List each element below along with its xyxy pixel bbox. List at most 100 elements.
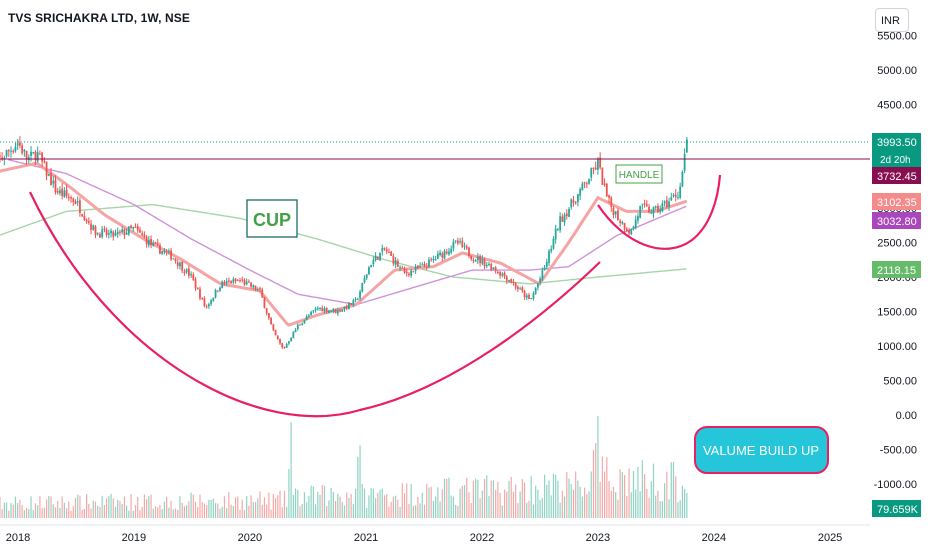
candle-body bbox=[208, 304, 210, 306]
volume-bar bbox=[568, 479, 569, 518]
candle-body bbox=[244, 280, 246, 285]
candle-body bbox=[388, 252, 390, 253]
volume-bar bbox=[166, 497, 167, 518]
candle-body bbox=[659, 210, 661, 212]
candle-body bbox=[426, 267, 428, 268]
volume-bar bbox=[562, 491, 563, 518]
candle-body bbox=[384, 248, 386, 250]
candle-body bbox=[424, 264, 426, 266]
candle-body bbox=[126, 233, 128, 235]
volume-bar bbox=[615, 492, 616, 518]
volume-bar bbox=[428, 488, 429, 518]
candle-body bbox=[259, 288, 261, 289]
volume-bar bbox=[155, 506, 156, 518]
candle-body bbox=[315, 309, 317, 311]
volume-bar bbox=[70, 511, 71, 518]
candle-body bbox=[379, 253, 381, 261]
candle-body bbox=[217, 290, 219, 291]
volume-bar bbox=[455, 505, 456, 518]
volume-note-text: VALUME BUILD UP bbox=[703, 443, 819, 458]
candle-body bbox=[326, 308, 328, 312]
volume-bar bbox=[271, 510, 272, 518]
candle-body bbox=[595, 168, 597, 170]
ma-slow-tag: 2118.15 bbox=[877, 265, 916, 277]
volume-bar bbox=[99, 507, 100, 518]
volume-bar bbox=[144, 495, 145, 518]
volume-bar bbox=[8, 511, 9, 518]
candle-body bbox=[610, 197, 612, 206]
volume-bar bbox=[582, 497, 583, 518]
volume-bar bbox=[248, 506, 249, 518]
candle-body bbox=[455, 240, 457, 241]
candle-body bbox=[337, 310, 339, 314]
candle-body bbox=[686, 139, 688, 152]
volume-bar bbox=[528, 501, 529, 518]
volume-bar bbox=[293, 495, 294, 518]
volume-bar bbox=[324, 486, 325, 518]
candle-body bbox=[368, 267, 370, 274]
candle-body bbox=[15, 147, 17, 151]
volume-bar bbox=[531, 476, 532, 518]
volume-bar bbox=[348, 498, 349, 518]
candle-body bbox=[375, 256, 377, 261]
candle-body bbox=[341, 310, 343, 312]
volume-bar bbox=[24, 510, 25, 518]
candle-body bbox=[468, 248, 470, 256]
candle-body bbox=[6, 150, 8, 156]
volume-bar bbox=[217, 504, 218, 518]
candle-body bbox=[670, 197, 672, 200]
candle-body bbox=[504, 273, 506, 277]
x-tick-label: 2023 bbox=[586, 532, 610, 544]
candle-body bbox=[615, 211, 617, 214]
volume-bar bbox=[377, 493, 378, 518]
candle-body bbox=[517, 287, 519, 289]
volume-bar bbox=[117, 500, 118, 518]
candle-body bbox=[88, 221, 90, 223]
candle-body bbox=[628, 230, 630, 233]
volume-bar bbox=[59, 508, 60, 518]
candle-body bbox=[21, 145, 23, 153]
candle-body bbox=[52, 181, 54, 183]
volume-bar bbox=[57, 501, 58, 518]
candle-body bbox=[141, 233, 143, 235]
candle-body bbox=[673, 195, 675, 196]
candle-body bbox=[586, 183, 588, 184]
volume-bar bbox=[362, 484, 363, 518]
volume-bar bbox=[444, 479, 445, 518]
cup-label-text: CUP bbox=[253, 210, 291, 230]
candle-body bbox=[210, 300, 212, 304]
volume-bar bbox=[586, 494, 587, 518]
candle-body bbox=[139, 230, 141, 233]
volume-bar bbox=[382, 488, 383, 518]
candle-body bbox=[653, 207, 655, 213]
volume-bar bbox=[4, 502, 5, 518]
volume-bar bbox=[44, 508, 45, 518]
currency-selector[interactable]: INR bbox=[875, 8, 909, 32]
handle-label[interactable]: HANDLE bbox=[616, 165, 662, 183]
volume-bar bbox=[26, 508, 27, 518]
candle-body bbox=[557, 229, 559, 230]
volume-note[interactable]: VALUME BUILD UP bbox=[695, 427, 828, 473]
candle-body bbox=[641, 204, 643, 205]
candle-body bbox=[386, 249, 388, 251]
candle-body bbox=[239, 280, 241, 281]
candle-body bbox=[528, 295, 530, 299]
y-tick-label: 500.00 bbox=[883, 376, 917, 388]
candle-body bbox=[192, 275, 194, 280]
volume-bar bbox=[680, 500, 681, 518]
candle-body bbox=[328, 311, 330, 313]
candle-body bbox=[19, 143, 21, 146]
cup-label[interactable]: CUP bbox=[247, 200, 297, 237]
candle-body bbox=[530, 298, 532, 299]
volume-bar bbox=[37, 505, 38, 518]
candle-body bbox=[459, 241, 461, 242]
candle-body bbox=[621, 222, 623, 224]
candle-body bbox=[148, 240, 150, 246]
volume-bar bbox=[573, 490, 574, 518]
volume-bar bbox=[451, 496, 452, 518]
volume-bar bbox=[502, 505, 503, 518]
volume-bar bbox=[566, 472, 567, 518]
candle-body bbox=[275, 330, 277, 335]
volume-bar bbox=[404, 493, 405, 518]
